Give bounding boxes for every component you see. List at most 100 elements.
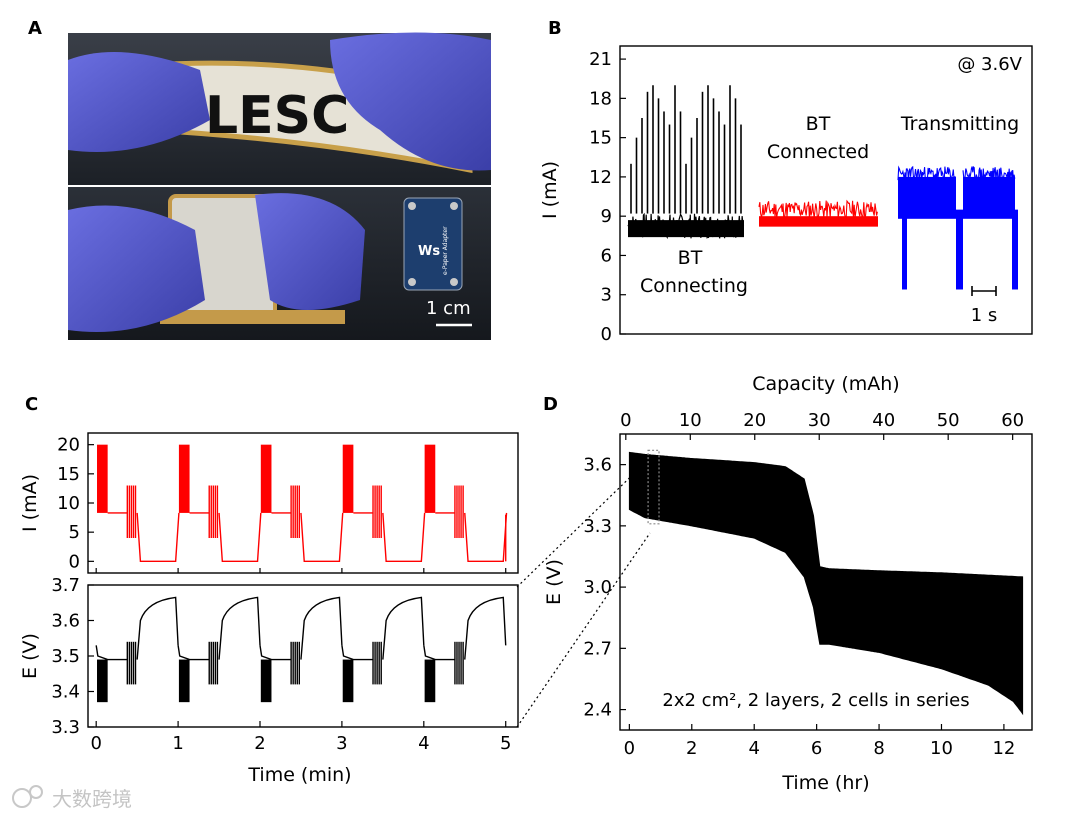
series-bt-connecting-label-line1: BT: [678, 247, 703, 269]
plot-frame: [619, 433, 1033, 731]
y-tick-label: 12: [589, 167, 612, 188]
voltage-recovery-line: [136, 596, 179, 660]
top-tick-label: 50: [937, 410, 960, 431]
battery-tab: [160, 310, 345, 324]
y-tick-label: 10: [57, 493, 80, 514]
y-axis-label: I (mA): [539, 161, 561, 219]
series-bt-connected-label-line2: Connected: [767, 141, 869, 163]
y-tick-label: 3.7: [51, 575, 80, 596]
top-tick-label: 60: [1001, 410, 1024, 431]
glove-right-top: [330, 32, 491, 171]
zoom-region-box: [647, 449, 660, 525]
x-tick-label: 2: [254, 733, 265, 754]
voltage-load-block: [97, 659, 108, 703]
voltage-annotation: @ 3.6V: [957, 54, 1022, 75]
series-transmitting-dip: [902, 209, 907, 290]
board-hole-icon: [450, 202, 458, 210]
display-text: LESC: [205, 86, 349, 146]
y-tick-label: 3.3: [583, 516, 612, 537]
watermark-logo-icon: [29, 785, 43, 799]
current-idle-line: [218, 512, 262, 563]
board-hole-icon: [450, 278, 458, 286]
panel-a-label: A: [28, 18, 42, 39]
watermark: 大数跨境: [12, 785, 132, 811]
cell-config-annotation: 2x2 cm², 2 layers, 2 cells in series: [662, 690, 969, 711]
current-idle-line: [136, 512, 180, 563]
zoom-connector: [516, 457, 651, 728]
x-axis-label: Time (hr): [781, 772, 869, 794]
series-transmitting-dip: [956, 209, 963, 290]
y-tick-label: 15: [589, 128, 612, 149]
series-bt-connected-band: [759, 216, 878, 227]
current-idle-line: [300, 512, 344, 563]
watermark-text: 大数跨境: [52, 787, 132, 811]
watermark-logo-icon: [12, 788, 32, 808]
voltage-load-block: [342, 659, 354, 703]
current-connecting-block: [178, 444, 190, 513]
series-bt-connected-line: [758, 199, 878, 220]
x-tick-label: 3: [336, 733, 347, 754]
voltage-plateau-line: [259, 645, 292, 661]
top-tick-label: 20: [743, 410, 766, 431]
voltage-envelope-area: [628, 451, 1024, 716]
board-hole-icon: [408, 278, 416, 286]
panel-b-chart: 0 3 6 9 12 15 18 21 I (mA) @ 3.6V BT Connecting BT Co…: [539, 45, 1033, 345]
y-tick-label: 2.7: [583, 638, 612, 659]
current-y-axis-label: I (mA): [19, 474, 41, 532]
current-idle-line: [382, 512, 426, 563]
voltage-recovery-line: [382, 596, 425, 660]
voltage-y-axis-label: E (V): [19, 633, 41, 679]
top-tick-label: 30: [808, 410, 831, 431]
voltage-plateau-line: [423, 645, 455, 661]
series-transmitting-label: Transmitting: [900, 113, 1019, 135]
y-tick-label: 3.5: [51, 646, 80, 667]
zoom-line-top: [516, 457, 651, 588]
y-tick-label: 9: [601, 206, 612, 227]
current-idle-line: [464, 512, 508, 563]
e-paper-adapter-board: [403, 197, 463, 291]
current-connecting-block: [342, 444, 354, 513]
voltage-load-block: [260, 659, 272, 703]
y-tick-label: 2.4: [583, 700, 612, 721]
y-tick-label: 20: [57, 435, 80, 456]
top-axis-label: Capacity (mAh): [752, 373, 899, 395]
glove-left-bottom: [68, 205, 205, 332]
y-tick-label: 6: [601, 245, 612, 266]
y-tick-label: 3.4: [51, 682, 80, 703]
panel-b-label: B: [548, 18, 562, 39]
adapter-label: e-Paper Adapter: [442, 226, 449, 275]
x-axis-label: Time (min): [247, 764, 351, 786]
x-tick-label: 10: [930, 738, 953, 759]
x-tick-label: 1: [172, 733, 183, 754]
current-connecting-block: [97, 444, 108, 513]
y-tick-label: 0: [601, 324, 612, 345]
voltage-recovery-line: [464, 596, 507, 660]
y-tick-label: 21: [589, 49, 612, 70]
x-tick-label: 4: [418, 733, 429, 754]
plot-frame: [619, 45, 1033, 335]
voltage-load-block: [424, 659, 436, 703]
zoom-line-bottom: [516, 532, 651, 728]
series-transmitting-line: [897, 165, 956, 184]
voltage-plateau-line: [341, 645, 374, 661]
top-tick-label: 10: [679, 410, 702, 431]
y-tick-label: 18: [589, 88, 612, 109]
series-bt-connecting-band: [628, 220, 744, 238]
y-tick-label: 3.6: [583, 455, 612, 476]
series-bt-connecting-label-line2: Connecting: [640, 275, 748, 297]
x-tick-label: 4: [748, 738, 759, 759]
top-tick-label: 0: [620, 410, 631, 431]
y-axis-label: E (V): [543, 559, 565, 605]
series-transmitting-band: [898, 176, 956, 219]
x-tick-label: 5: [500, 733, 511, 754]
y-tick-label: 5: [69, 522, 80, 543]
glove-right-bottom: [255, 193, 365, 310]
series-transmitting-dip: [1012, 209, 1018, 290]
adapter-logo: Ws: [418, 244, 440, 259]
voltage-recovery-line: [300, 596, 343, 660]
voltage-plateau-line: [95, 645, 128, 661]
x-tick-label: 0: [90, 733, 101, 754]
y-tick-label: 15: [57, 464, 80, 485]
scale-bar-label: 1 cm: [426, 298, 471, 319]
voltage-plot-frame: [87, 584, 519, 728]
